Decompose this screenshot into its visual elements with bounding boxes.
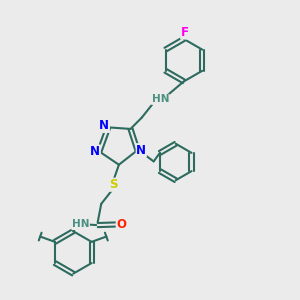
Text: HN: HN (72, 220, 89, 230)
Text: HN: HN (152, 94, 169, 104)
Text: N: N (90, 145, 100, 158)
Text: F: F (181, 26, 189, 39)
Text: S: S (109, 178, 118, 191)
Text: N: N (136, 144, 146, 157)
Text: O: O (116, 218, 126, 231)
Text: N: N (99, 119, 110, 132)
